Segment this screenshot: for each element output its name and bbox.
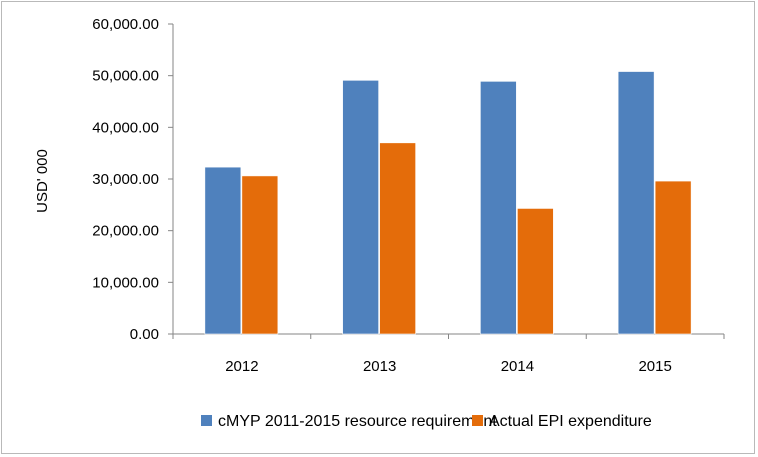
x-tick-label: 2012 [225, 358, 258, 375]
y-axis: 0.00 10,000.00 20,000.00 30,000.00 40,000.00… [92, 16, 174, 343]
bar-expenditure-2013 [379, 142, 416, 335]
legend-swatch [201, 415, 212, 426]
x-tick-label: 2013 [363, 358, 396, 375]
bar-requirement-2013 [342, 80, 379, 335]
y-tick-label: 20,000.00 [92, 223, 159, 240]
bar-requirement-2015 [617, 71, 655, 335]
bar-expenditure-2012 [241, 175, 279, 335]
y-tick-label: 60,000.00 [92, 16, 159, 33]
x-tick-label: 2015 [638, 358, 671, 375]
y-tick-label: 0.00 [130, 326, 159, 343]
y-tick-label: 50,000.00 [92, 68, 159, 85]
x-axis: 2012 2013 2014 2015 [172, 333, 725, 375]
y-tick-label: 10,000.00 [92, 274, 159, 291]
bar-requirement-2012 [204, 166, 242, 335]
legend: cMYP 2011-2015 resource requirementActua… [201, 413, 652, 430]
y-tick-label: 30,000.00 [92, 171, 159, 188]
legend-label: Actual EPI expenditure [489, 413, 652, 430]
bars [204, 71, 692, 335]
y-tick-label: 40,000.00 [92, 119, 159, 136]
bar-requirement-2014 [480, 81, 517, 335]
bar-expenditure-2015 [654, 180, 692, 335]
bar-expenditure-2014 [517, 208, 554, 335]
legend-label: cMYP 2011-2015 resource requirement [218, 413, 497, 430]
y-axis-title: USD' 000 [34, 149, 51, 213]
x-tick-label: 2014 [501, 358, 534, 375]
legend-swatch [472, 415, 483, 426]
